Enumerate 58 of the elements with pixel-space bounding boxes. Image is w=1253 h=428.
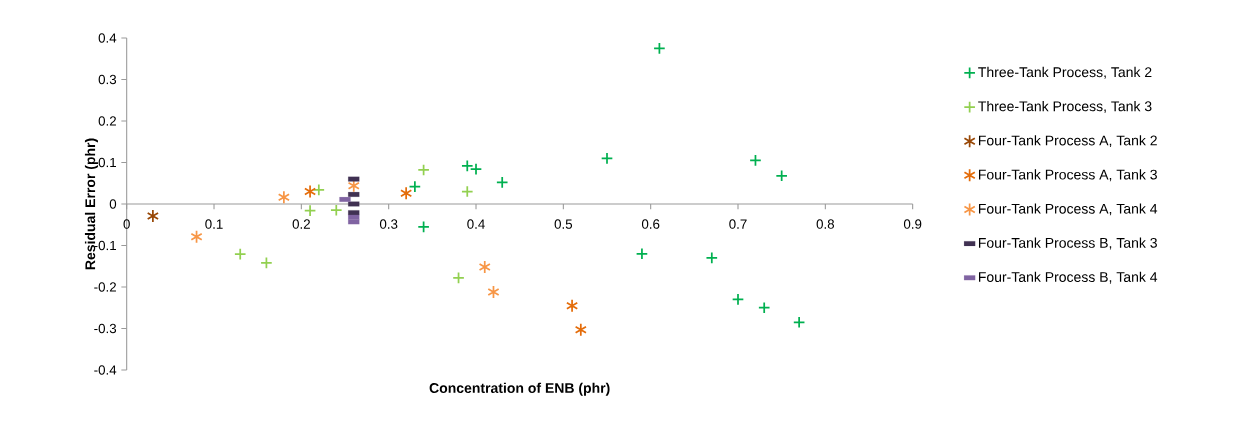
point [731, 293, 745, 306]
x-tick-label: 0.4 [467, 219, 485, 229]
y-tick-label: 0.3 [98, 74, 117, 85]
point [408, 180, 422, 193]
y-tick-label: 0.2 [98, 116, 116, 126]
point [312, 183, 326, 197]
legend-label: Four-Tank Process B, Tank 4 [979, 271, 1158, 284]
x-tick-label: 0 [123, 219, 130, 229]
point [461, 159, 474, 173]
point [653, 42, 666, 55]
point [190, 229, 203, 244]
point [487, 285, 500, 299]
point [705, 251, 719, 265]
x-tick-label: 0.3 [379, 219, 398, 229]
x-tick-label: 0.9 [903, 219, 922, 229]
point [635, 247, 649, 260]
point [600, 152, 614, 165]
point [330, 204, 343, 217]
point [234, 248, 247, 261]
y-tick-label: -0.4 [94, 365, 117, 375]
x-tick-label: 0.8 [816, 219, 835, 229]
point [758, 301, 771, 314]
point [260, 256, 273, 270]
point [749, 154, 762, 167]
point [478, 260, 491, 274]
point [775, 169, 788, 182]
x-tick-label: 0.2 [292, 219, 310, 229]
point [303, 204, 317, 217]
point [469, 162, 483, 176]
point [417, 220, 430, 234]
legend-label: Four-Tank Process B, Tank 3 [979, 237, 1157, 250]
point [792, 316, 806, 329]
point [574, 322, 587, 337]
x-axis-title: Concentration of ENB (phr) [429, 382, 610, 396]
y-tick-label: 0 [109, 199, 117, 209]
x-tick-label: 0.6 [641, 219, 660, 229]
point [304, 184, 317, 199]
legend-label: Four-Tank Process A, Tank 4 [979, 203, 1158, 216]
point [496, 176, 509, 189]
x-tick-label: 0.5 [554, 219, 573, 229]
y-tick-label: -0.1 [94, 240, 116, 251]
point [400, 186, 413, 201]
x-tick-label: 0.1 [205, 219, 223, 229]
legend-label: Three-Tank Process, Tank 2 [978, 66, 1152, 79]
legend-label: Four-Tank Process A, Tank 3 [979, 169, 1157, 182]
point [146, 209, 159, 223]
legend-label: Four-Tank Process A, Tank 2 [979, 135, 1157, 148]
y-tick-label: -0.3 [94, 323, 117, 334]
legend-label: Three-Tank Process, Tank 3 [978, 100, 1152, 113]
point [417, 163, 430, 177]
point [461, 185, 474, 198]
y-tick-label: 0.4 [98, 33, 117, 43]
point [277, 190, 290, 205]
y-tick-label: 0.1 [98, 157, 116, 168]
point [452, 271, 465, 285]
point [566, 298, 579, 313]
x-tick-label: 0.7 [729, 219, 747, 229]
y-tick-label: -0.2 [94, 282, 116, 292]
